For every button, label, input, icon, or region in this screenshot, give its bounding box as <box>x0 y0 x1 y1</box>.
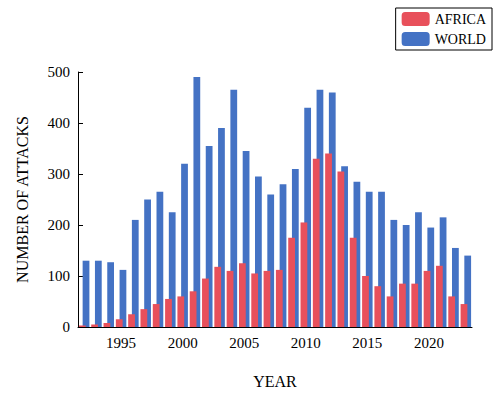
svg-text:100: 100 <box>48 268 71 284</box>
svg-text:0: 0 <box>63 319 71 335</box>
svg-text:YEAR: YEAR <box>253 373 297 390</box>
svg-text:2005: 2005 <box>229 335 259 351</box>
svg-text:AFRICA: AFRICA <box>435 12 487 27</box>
svg-text:2020: 2020 <box>414 335 444 351</box>
svg-text:1995: 1995 <box>106 335 136 351</box>
svg-text:200: 200 <box>48 217 71 233</box>
svg-text:WORLD: WORLD <box>435 32 486 47</box>
svg-text:400: 400 <box>48 115 71 131</box>
svg-text:2015: 2015 <box>352 335 382 351</box>
svg-text:300: 300 <box>48 166 71 182</box>
svg-text:500: 500 <box>48 64 71 80</box>
svg-text:2000: 2000 <box>168 335 198 351</box>
svg-text:2010: 2010 <box>291 335 321 351</box>
svg-text:NUMBER OF ATTACKS: NUMBER OF ATTACKS <box>14 116 31 283</box>
